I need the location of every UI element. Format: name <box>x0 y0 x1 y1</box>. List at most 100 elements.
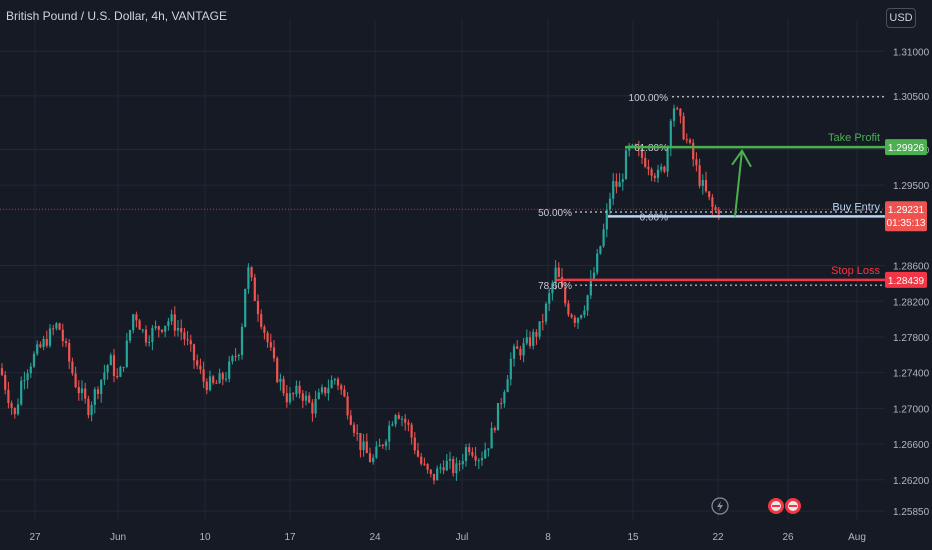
candle-body <box>663 166 666 172</box>
candle-body <box>173 314 176 331</box>
candle-body <box>42 338 45 347</box>
candle-body <box>423 463 426 465</box>
candle-body <box>29 366 32 374</box>
candle-body <box>20 380 23 405</box>
candle-body <box>605 209 608 230</box>
candle-body <box>346 396 349 416</box>
x-tick-label: 17 <box>284 532 296 543</box>
candle-body <box>692 142 695 160</box>
candle-body <box>660 166 663 170</box>
candle-body <box>189 340 192 345</box>
candle-body <box>388 425 391 442</box>
candle-body <box>256 300 260 315</box>
candle-body <box>314 398 317 414</box>
y-tick-label: 1.26200 <box>893 476 930 487</box>
candle-body <box>359 433 362 451</box>
candle-body <box>160 329 164 332</box>
candle-body <box>589 278 592 296</box>
candle-body <box>573 317 576 323</box>
candle-body <box>80 388 84 394</box>
candle-body <box>272 347 276 359</box>
candle-body <box>528 337 532 347</box>
candle-body <box>151 328 154 342</box>
candle-body <box>0 368 4 376</box>
candle-body <box>298 385 301 394</box>
level-price-tag <box>885 139 927 156</box>
candle-body <box>23 380 26 382</box>
candle-body <box>157 326 160 330</box>
candle-body <box>506 379 509 393</box>
candle-body <box>295 385 298 395</box>
candle-body <box>330 380 333 389</box>
candle-body <box>698 165 701 186</box>
x-tick-label: 27 <box>29 532 41 543</box>
y-tick-label: 1.31000 <box>893 47 930 58</box>
y-tick-label: 1.25850 <box>893 507 930 518</box>
candle-body <box>333 379 336 381</box>
candle-body <box>87 398 90 416</box>
y-tick-label: 1.30500 <box>893 92 930 103</box>
candle-body <box>474 455 477 461</box>
y-tick-label: 1.28200 <box>893 297 930 308</box>
candle-body <box>176 328 180 331</box>
candle-body <box>116 376 119 377</box>
x-tick-label: 24 <box>369 532 381 543</box>
x-tick-label: 22 <box>712 532 724 543</box>
candle-body <box>164 325 167 332</box>
candle-body <box>125 340 128 367</box>
candle-body <box>640 149 644 158</box>
candle-body <box>448 458 452 461</box>
candle-body <box>471 452 474 456</box>
candle-body <box>653 175 656 179</box>
candle-body <box>288 393 292 403</box>
candle-body <box>714 207 717 210</box>
candle-body <box>672 108 676 121</box>
candle-body <box>480 458 484 461</box>
candle-body <box>407 422 410 425</box>
candle-body <box>375 446 378 458</box>
currency-button[interactable]: USD <box>886 8 916 28</box>
level-label: Stop Loss <box>831 265 880 277</box>
candle-body <box>368 453 372 463</box>
candle-body <box>372 457 375 463</box>
candle-body <box>436 468 439 481</box>
candle-body <box>509 358 512 380</box>
candle-body <box>122 366 125 368</box>
candle-body <box>196 360 199 366</box>
lightning-icon <box>711 497 729 515</box>
candle-body <box>48 328 52 346</box>
candle-body <box>61 329 64 342</box>
level-price-tag <box>885 271 927 288</box>
candle-body <box>560 277 564 287</box>
candle-body <box>397 415 400 419</box>
candle-body <box>154 326 157 329</box>
candle-body <box>685 139 688 141</box>
countdown-text: 01:35:13 <box>887 218 926 229</box>
candle-body <box>532 331 535 347</box>
candle-body <box>490 428 493 449</box>
candle-body <box>32 353 36 367</box>
candle-body <box>708 191 711 198</box>
candle-body <box>484 449 487 459</box>
y-tick-label: 1.27400 <box>893 369 930 380</box>
fib-level-label: 100.00% <box>629 93 669 104</box>
x-tick-label: 15 <box>627 532 639 543</box>
candle-body <box>413 437 416 451</box>
us-flag-icon-stripe <box>772 505 780 507</box>
candle-body <box>64 341 68 344</box>
candle-body <box>141 329 144 331</box>
candle-body <box>644 157 647 167</box>
fib-level-label: 0.00% <box>640 212 668 223</box>
candle-body <box>10 403 13 408</box>
candle-body <box>624 150 628 180</box>
candle-body <box>250 267 253 278</box>
candle-body <box>221 373 224 380</box>
x-tick-label: 26 <box>782 532 794 543</box>
candle-body <box>567 303 570 315</box>
candle-body <box>544 303 548 322</box>
candle-body <box>522 343 525 356</box>
y-tick-label: 1.27800 <box>893 333 930 344</box>
candle-body <box>84 388 87 399</box>
candle-body <box>548 293 551 304</box>
